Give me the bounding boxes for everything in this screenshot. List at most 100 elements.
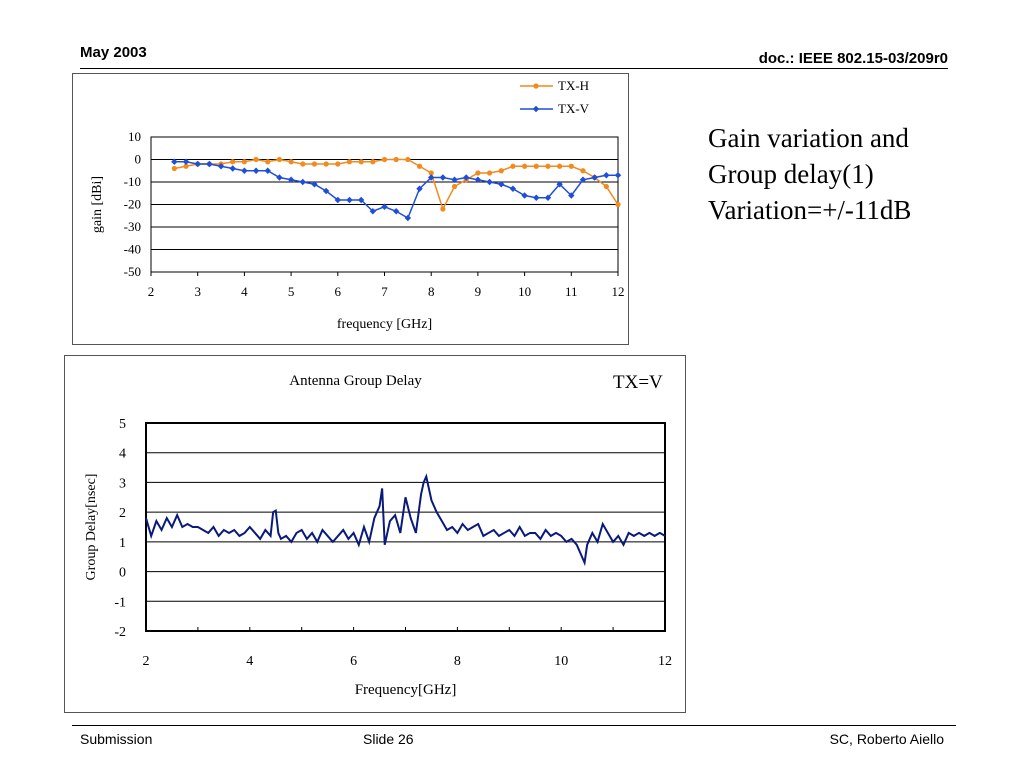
- gain-x-tick-label: 3: [194, 284, 201, 299]
- group-delay-chart: Antenna Group Delay TX=V 5 4 3 2 1 0 -1 -2 2 4 6 8 10 1…: [64, 355, 686, 713]
- gain-x-tick-label: 9: [475, 284, 482, 299]
- gain-point-tx-v: [381, 203, 388, 210]
- gain-point-tx-v: [194, 160, 201, 168]
- gain-point-tx-v: [206, 160, 213, 168]
- gain-point-tx-v: [252, 167, 260, 174]
- gain-point-tx-v: [229, 165, 236, 172]
- gain-point-tx-v: [346, 196, 353, 204]
- gain-point-tx-h: [253, 156, 259, 163]
- gain-point-tx-h: [276, 156, 283, 163]
- gain-chart: 10 0 -10 -20 -30 -40 -50 2 3 4 5 6 7 8 9 10 11 12 frequenc…: [72, 73, 629, 345]
- gain-point-tx-v: [299, 178, 306, 186]
- gain-point-tx-v: [509, 185, 517, 192]
- header-date: May 2003: [80, 44, 147, 61]
- gain-point-tx-h: [171, 165, 177, 172]
- delay-y-tick-label: 5: [119, 417, 126, 432]
- gain-point-tx-h: [288, 159, 294, 165]
- gain-point-tx-v: [603, 172, 610, 179]
- gain-point-tx-h: [475, 170, 481, 176]
- delay-y-tick-label: -2: [114, 625, 126, 640]
- group-delay-title: Antenna Group Delay: [289, 373, 422, 389]
- delay-y-tick-label: 0: [119, 566, 126, 581]
- gain-point-tx-h: [265, 159, 271, 165]
- gain-x-tick-label: 2: [148, 284, 155, 299]
- gain-point-tx-h: [498, 168, 504, 174]
- delay-x-tick-label: 10: [554, 654, 568, 669]
- delay-plot-frame: [145, 422, 666, 632]
- delay-x-axis-label: Frequency[GHz]: [355, 682, 457, 698]
- legend-label-tx-h: TX-H: [558, 78, 589, 93]
- delay-y-tick-label: 1: [119, 536, 126, 551]
- body-line-2: Group delay(1): [708, 159, 874, 189]
- gain-point-tx-v: [614, 172, 622, 179]
- gain-y-tick-label: -40: [124, 242, 141, 257]
- gain-point-tx-v: [369, 208, 377, 215]
- gain-y-tick-label: -20: [124, 197, 141, 212]
- gain-series-line-tx-h: [174, 158, 619, 211]
- gain-point-tx-h: [568, 163, 574, 169]
- footer-author: SC, Roberto Aiello: [829, 731, 944, 747]
- gain-point-tx-v: [439, 174, 447, 181]
- gain-point-tx-h: [557, 163, 563, 169]
- gain-point-tx-h: [335, 161, 341, 167]
- gain-point-tx-v: [521, 192, 528, 199]
- gain-point-tx-h: [405, 156, 411, 163]
- gain-point-tx-v: [392, 208, 400, 215]
- body-line-3: Variation=+/-11dB: [708, 195, 912, 225]
- header-doc-id: doc.: IEEE 802.15-03/209r0: [758, 50, 948, 67]
- gain-y-tick-label: 10: [128, 129, 141, 144]
- gain-point-tx-h: [428, 170, 434, 176]
- delay-x-tick-label: 12: [658, 654, 672, 669]
- gain-x-tick-label: 12: [612, 284, 625, 299]
- gain-point-tx-h: [486, 170, 493, 176]
- gain-y-axis-label: gain [dBi]: [90, 176, 105, 233]
- gain-y-tick-label: -30: [124, 219, 141, 234]
- footer-divider: [72, 725, 956, 726]
- delay-y-tick-label: -1: [114, 595, 126, 610]
- gain-x-tick-label: 7: [381, 284, 388, 299]
- gain-y-tick-label: -50: [124, 264, 141, 279]
- gain-y-tick-label: 0: [135, 152, 142, 167]
- gain-point-tx-h: [451, 183, 458, 190]
- gain-point-tx-h: [370, 159, 376, 165]
- gain-point-tx-h: [311, 161, 318, 167]
- gain-point-tx-v: [217, 163, 225, 170]
- delay-y-tick-label: 3: [119, 476, 126, 491]
- gain-point-tx-v: [241, 167, 248, 174]
- gain-point-tx-h: [183, 163, 189, 169]
- body-line-1: Gain variation and: [708, 123, 909, 153]
- legend-label-tx-v: TX-V: [558, 101, 590, 116]
- gain-point-tx-h: [393, 156, 399, 163]
- gain-point-tx-v: [276, 174, 283, 181]
- gain-point-tx-h: [603, 183, 609, 190]
- legend-marker-tx-v: [532, 105, 540, 113]
- delay-x-tick-label: 2: [143, 654, 150, 669]
- gain-point-tx-v: [486, 178, 493, 186]
- gain-x-tick-label: 6: [335, 284, 342, 299]
- delay-x-tick-label: 6: [350, 654, 357, 669]
- gain-y-tick-label: -10: [124, 174, 141, 189]
- gain-point-tx-h: [615, 201, 621, 208]
- gain-x-axis-label: frequency [GHz]: [337, 317, 432, 332]
- gain-point-tx-h: [381, 156, 388, 163]
- gain-point-tx-h: [440, 206, 446, 212]
- slide-body-text: Gain variation and Group delay(1) Variat…: [708, 120, 911, 228]
- gain-point-tx-h: [300, 161, 306, 167]
- gain-point-tx-h: [510, 163, 516, 169]
- delay-y-axis-label: Group Delay[nsec]: [84, 474, 99, 581]
- delay-y-tick-label: 2: [119, 506, 126, 521]
- gain-x-tick-label: 5: [288, 284, 295, 299]
- legend-marker-tx-h: [533, 83, 539, 89]
- gain-point-tx-v: [556, 181, 563, 188]
- footer-slide-number: Slide 26: [363, 731, 414, 747]
- gain-point-tx-v: [404, 214, 412, 222]
- gain-point-tx-h: [358, 159, 364, 165]
- gain-point-tx-v: [533, 194, 540, 201]
- gain-x-tick-label: 11: [565, 284, 578, 299]
- delay-x-tick-label: 8: [454, 654, 461, 669]
- gain-point-tx-v: [264, 167, 271, 174]
- footer-submission: Submission: [80, 731, 153, 747]
- gain-point-tx-h: [416, 163, 423, 169]
- delay-x-tick-label: 4: [246, 654, 253, 669]
